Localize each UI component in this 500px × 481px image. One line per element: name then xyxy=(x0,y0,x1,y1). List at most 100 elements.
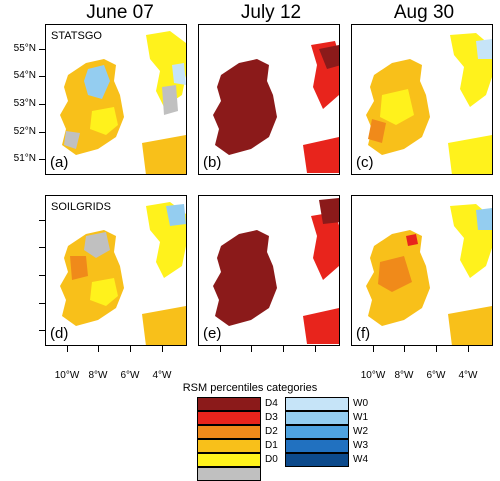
dataset-label-soilgrids: SOILGRIDS xyxy=(51,201,111,213)
d2-region xyxy=(368,119,386,143)
map-f-svg xyxy=(366,204,492,345)
legend-swatch xyxy=(197,439,261,453)
legend-label: W1 xyxy=(353,412,368,423)
lat-tick xyxy=(39,275,45,276)
lon-tick xyxy=(162,346,163,352)
lon-tick xyxy=(67,346,68,352)
legend-swatch xyxy=(285,453,349,467)
lon-tick xyxy=(315,346,316,352)
map-a-svg xyxy=(60,31,186,174)
legend-label: D0 xyxy=(265,454,278,465)
south-coast xyxy=(142,306,186,345)
south-coast xyxy=(448,306,492,345)
lat-tick xyxy=(39,104,45,105)
south-coast xyxy=(303,308,339,344)
lat-label-52: 52°N xyxy=(13,126,36,137)
grey-region xyxy=(64,131,80,149)
lon-label-8w: 8°W xyxy=(394,370,414,381)
lat-tick xyxy=(39,76,45,77)
column-title-june: June 07 xyxy=(86,2,154,23)
legend-swatch xyxy=(285,425,349,439)
legend-swatch xyxy=(197,453,261,467)
britain-grey xyxy=(162,85,178,115)
south-coast xyxy=(142,135,186,174)
map-b-svg xyxy=(213,41,339,173)
lon-label-10w: 10°W xyxy=(54,370,80,381)
lon-tick xyxy=(373,346,374,352)
lon-label-4w: 4°W xyxy=(152,370,172,381)
legend-swatch xyxy=(197,397,261,411)
lon-label-4w: 4°W xyxy=(458,370,478,381)
lat-label-51: 51°N xyxy=(13,153,36,164)
britain-d4 xyxy=(319,198,339,224)
column-title-aug: Aug 30 xyxy=(393,2,455,23)
map-d-svg xyxy=(60,202,186,345)
legend-label: D4 xyxy=(265,398,278,409)
lat-label-54: 54°N xyxy=(13,70,36,81)
d3-region xyxy=(406,234,418,246)
britain-d4 xyxy=(319,45,339,69)
map-panel-b: (b) xyxy=(198,24,340,175)
legend-label: W3 xyxy=(353,440,368,451)
wet-east xyxy=(166,204,186,226)
britain-landmass xyxy=(311,212,339,280)
lon-tick xyxy=(220,346,221,352)
lon-label-6w: 6°W xyxy=(120,370,140,381)
map-e-svg xyxy=(213,198,339,344)
dry-region xyxy=(90,107,118,135)
dataset-label-statsgo: STATSGO xyxy=(51,30,102,42)
legend-swatch xyxy=(285,397,349,411)
lat-tick xyxy=(39,220,45,221)
lon-label-8w: 8°W xyxy=(88,370,108,381)
map-panel-c: (c) xyxy=(351,24,493,175)
lon-tick xyxy=(468,346,469,352)
panel-label-e: (e) xyxy=(203,325,222,342)
dry-region xyxy=(380,89,414,125)
lon-tick xyxy=(436,346,437,352)
map-c-svg xyxy=(366,33,492,174)
lon-tick xyxy=(404,346,405,352)
panel-label-b: (b) xyxy=(203,154,222,171)
d2-region xyxy=(70,256,88,280)
legend-swatch xyxy=(285,439,349,453)
panel-label-f: (f) xyxy=(356,325,371,342)
d2-region xyxy=(378,256,412,292)
wet-region xyxy=(84,65,110,99)
wet-east xyxy=(476,208,492,230)
lon-tick xyxy=(283,346,284,352)
map-panel-e: (e) xyxy=(198,195,340,346)
wet-east xyxy=(476,39,492,59)
lon-tick xyxy=(130,346,131,352)
lat-tick xyxy=(39,303,45,304)
lat-label-55: 55°N xyxy=(13,43,36,54)
legend-swatch xyxy=(197,467,261,481)
grey-region xyxy=(84,232,110,258)
legend-label: W2 xyxy=(353,426,368,437)
south-coast xyxy=(448,135,492,174)
dry-region xyxy=(90,278,118,306)
legend-title: RSM percentiles categories xyxy=(182,382,318,394)
lat-tick xyxy=(39,49,45,50)
wet-east xyxy=(172,63,186,85)
panel-label-d: (d) xyxy=(50,325,69,342)
legend-swatch xyxy=(285,411,349,425)
lat-tick xyxy=(39,132,45,133)
lat-tick xyxy=(39,159,45,160)
map-panel-a: STATSGO (a) xyxy=(45,24,187,175)
legend-swatch xyxy=(197,411,261,425)
lon-label-6w: 6°W xyxy=(426,370,446,381)
map-panel-f: (f) xyxy=(351,195,493,346)
column-title-july: July 12 xyxy=(240,2,302,23)
ireland-landmass xyxy=(213,230,277,326)
legend-label: D3 xyxy=(265,412,278,423)
lon-label-10w: 10°W xyxy=(360,370,386,381)
legend-label: D1 xyxy=(265,440,278,451)
lat-label-53: 53°N xyxy=(13,98,36,109)
ireland-landmass xyxy=(213,59,277,155)
panel-label-a: (a) xyxy=(50,154,69,171)
lat-tick xyxy=(39,247,45,248)
legend-swatch xyxy=(197,425,261,439)
south-coast xyxy=(303,137,339,173)
lon-tick xyxy=(251,346,252,352)
map-panel-d: SOILGRIDS (d) xyxy=(45,195,187,346)
